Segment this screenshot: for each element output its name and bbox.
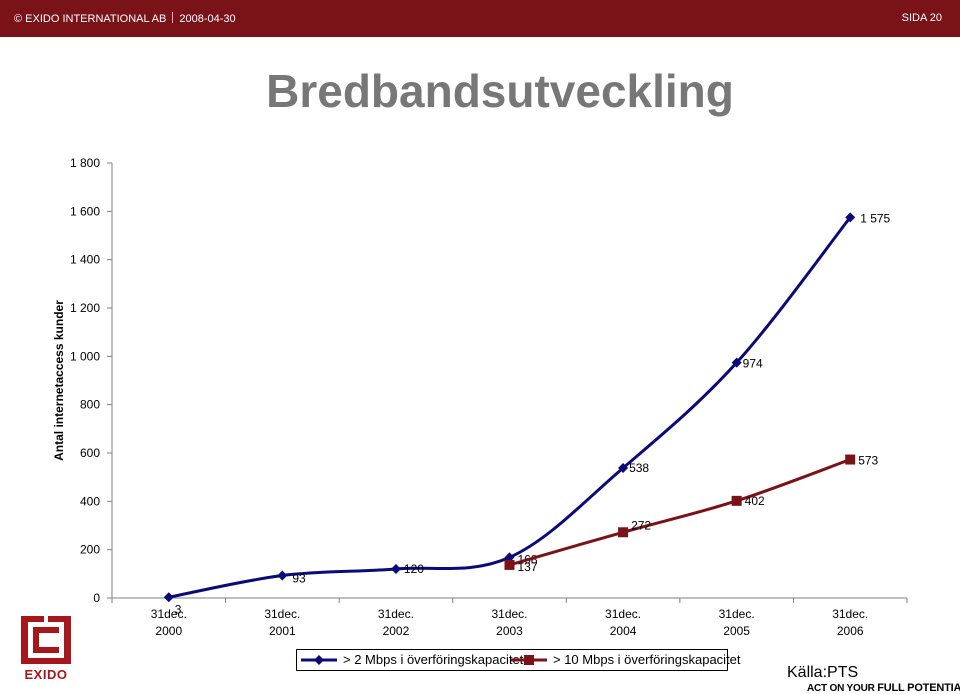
copyright-text: © EXIDO INTERNATIONAL AB [14,13,167,25]
x-tick-label: 31dec. [719,607,755,621]
data-label-1: 1 575 [860,211,890,225]
series-line-2 [509,458,851,567]
y-tick-label: 200 [80,543,100,557]
x-tick-label: 31dec. [491,607,527,621]
data-point-1 [618,462,629,473]
y-tick-label: 600 [80,446,100,460]
page-number: SIDA 20 [901,12,942,24]
y-tick-label: 400 [80,494,100,508]
data-label-1: 538 [629,461,649,475]
data-point-2 [618,527,629,538]
header-bar: © EXIDO INTERNATIONAL AB 2008-04-30 SIDA … [0,0,960,37]
x-tick-label: 2006 [837,624,864,638]
legend-entry-2mbps: > 2 Mbps i överföringskapacitet [301,652,523,667]
legend-label-10mbps: > 10 Mbps i överföringskapacitet [553,652,741,667]
data-label-2: 272 [631,518,651,532]
data-point-1 [390,564,401,574]
source-label: Källa:PTS [787,664,859,681]
x-tick-label: 2001 [269,624,296,638]
header-divider [172,12,174,23]
data-point-1 [277,570,288,581]
y-tick-label: 1 200 [70,301,100,315]
x-tick-label: 2002 [383,624,410,638]
y-tick-label: 1 600 [70,204,100,218]
page-title: Bredbandsutveckling [266,65,734,117]
x-tick-label: 31dec. [151,607,187,621]
x-tick-label: 2004 [610,624,637,638]
logo-mark [21,615,71,664]
logo-wordmark: EXIDO [24,667,68,682]
data-label-2: 137 [518,560,538,574]
data-label-1: 974 [743,357,763,371]
x-tick-label: 2003 [496,624,523,638]
tagline-strong: FULL POTENTIAL [877,682,960,694]
y-tick-label: 0 [93,591,100,605]
legend-label-2mbps: > 2 Mbps i överföringskapacitet [343,652,524,667]
legend-entry-10mbps: > 10 Mbps i överföringskapacitet [511,652,741,667]
legend-swatch-10mbps [511,655,547,665]
data-label-1: 120 [404,562,424,576]
exido-logo: EXIDO [20,615,72,682]
header-left: © EXIDO INTERNATIONAL AB 2008-04-30 [14,12,236,25]
data-point-1 [731,357,742,368]
x-tick-label: 31dec. [605,607,641,621]
data-label-1: 93 [292,572,306,586]
y-tick-label: 1 400 [70,253,100,267]
data-label-2: 573 [858,454,878,468]
x-tick-label: 2000 [155,624,182,638]
header-date: 2008-04-30 [179,13,236,25]
data-point-2 [845,454,856,465]
data-label-2: 402 [745,494,765,508]
data-label-1: 3 [175,602,182,616]
x-tick-label: 31dec. [832,607,868,621]
x-tick-label: 2005 [723,624,750,638]
series-line-1 [168,216,852,599]
legend-swatch-2mbps [301,655,337,665]
tagline-normal: ACT ON YOUR [807,683,875,694]
y-tick-label: 1 800 [70,156,100,170]
data-point-1 [845,212,856,223]
data-point-2 [504,559,515,570]
data-point-2 [731,495,742,506]
x-tick-label: 31dec. [264,607,300,621]
y-tick-label: 800 [80,398,100,412]
chart-legend: > 2 Mbps i överföringskapacitet > 10 Mbp… [296,649,741,671]
data-point-1 [163,592,174,603]
x-tick-label: 31dec. [378,607,414,621]
tagline: ACT ON YOUR FULL POTENTIAL [807,682,960,694]
y-axis-title: Antal internetaccess kunder [52,300,66,461]
y-tick-label: 1 000 [70,349,100,363]
